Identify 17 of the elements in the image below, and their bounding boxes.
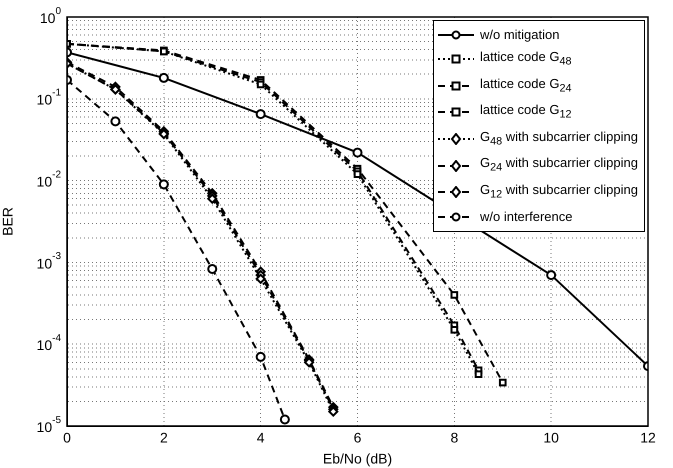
legend-label: lattice code G$_{12}$ bbox=[480, 101, 572, 123]
x-tick-label: 2 bbox=[160, 429, 168, 446]
legend-label: G$_{24}$ with subcarrier clipping bbox=[480, 154, 638, 176]
x-tick-label: 0 bbox=[63, 429, 72, 446]
legend-label: w/o mitigation bbox=[480, 26, 560, 44]
y-axis-title: BER bbox=[0, 207, 16, 236]
x-tick-label: 4 bbox=[256, 429, 265, 446]
x-axis-title: Eb/No (dB) bbox=[322, 450, 392, 466]
legend-label: lattice code G$_{48}$ bbox=[480, 48, 572, 70]
x-tick-label: 10 bbox=[543, 429, 560, 446]
legend-label: w/o interference bbox=[480, 208, 572, 226]
x-tick-label: 6 bbox=[354, 429, 362, 446]
x-tick-label: 12 bbox=[640, 429, 656, 446]
x-tick-label: 8 bbox=[450, 429, 458, 446]
legend-label: lattice code G$_{24}$ bbox=[480, 74, 572, 96]
legend-label: G$_{12}$ with subcarrier clipping bbox=[480, 180, 638, 203]
legend-label: G$_{48}$ with subcarrier clipping bbox=[480, 128, 638, 150]
